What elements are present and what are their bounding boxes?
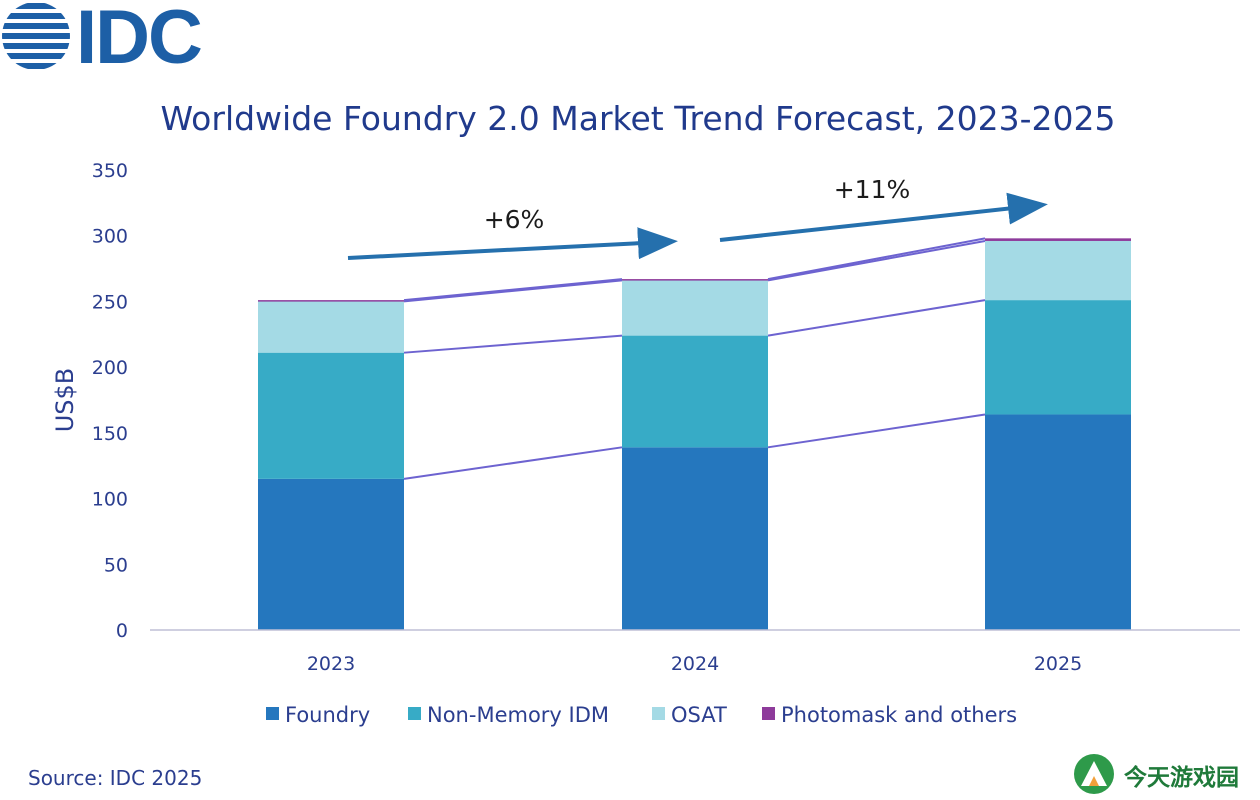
growth-label: +6%: [484, 205, 545, 234]
growth-arrow: [347, 227, 678, 260]
legend-swatch: [762, 707, 775, 720]
legend-label: Non-Memory IDM: [427, 703, 609, 727]
legend-swatch: [408, 707, 421, 720]
bar-segment: [985, 414, 1131, 630]
legend-label: OSAT: [671, 703, 727, 727]
y-tick-label: 200: [92, 357, 128, 379]
connector-line: [767, 237, 986, 281]
legend: Foundry Non-Memory IDM OSAT Photomask and o…: [266, 703, 1017, 727]
globe-icon: [2, 3, 70, 69]
x-tick-label: 2023: [307, 653, 355, 675]
bar-segment: [258, 352, 404, 479]
watermark-icon: [1074, 754, 1114, 794]
x-axis-ticks: 2023 2024 2025: [307, 653, 1082, 675]
y-tick-label: 50: [104, 554, 128, 576]
y-tick-label: 250: [92, 291, 128, 313]
connector-line: [767, 299, 986, 337]
bar-segment: [622, 280, 768, 336]
bars: [258, 238, 1131, 630]
legend-label: Foundry: [285, 703, 370, 727]
watermark-logo: 今天游戏园: [1072, 752, 1252, 798]
bar-segment: [985, 238, 1131, 241]
trend-connectors: [403, 237, 986, 480]
y-tick-label: 100: [92, 489, 128, 511]
legend-swatch: [652, 707, 665, 720]
y-tick-label: 350: [92, 160, 128, 182]
x-tick-label: 2024: [671, 653, 719, 675]
chart-title: Worldwide Foundry 2.0 Market Trend Forec…: [160, 99, 1115, 138]
bar-segment: [622, 447, 768, 630]
x-tick-label: 2025: [1034, 653, 1082, 675]
bar-segment: [622, 279, 768, 281]
bar-segment: [258, 300, 404, 302]
y-axis-label: US$B: [51, 368, 79, 433]
bar-segment: [985, 300, 1131, 415]
bar-segment: [258, 301, 404, 353]
y-tick-label: 300: [92, 226, 128, 248]
connector-line: [403, 446, 623, 480]
connector-line: [403, 334, 623, 354]
legend-swatch: [266, 707, 279, 720]
growth-label: +11%: [834, 175, 911, 204]
y-axis-ticks: 0 50 100 150 200 250 300 350: [92, 160, 128, 642]
bar-segment: [622, 335, 768, 448]
connector-line: [767, 239, 986, 282]
bar-segment: [258, 478, 404, 630]
y-tick-label: 0: [116, 620, 128, 642]
legend-label: Photomask and others: [781, 703, 1017, 727]
connector-line: [403, 279, 623, 303]
connector-line: [403, 278, 623, 302]
growth-arrow: [719, 192, 1048, 242]
logo-text: IDC: [76, 0, 203, 80]
y-tick-label: 150: [92, 423, 128, 445]
bar-segment: [985, 240, 1131, 301]
watermark-text: 今天游戏园: [1124, 765, 1239, 791]
growth-annotations: +6% +11%: [347, 175, 1048, 260]
idc-logo: IDC: [0, 0, 230, 80]
source-note: Source: IDC 2025: [28, 766, 203, 790]
connector-line: [767, 413, 986, 449]
